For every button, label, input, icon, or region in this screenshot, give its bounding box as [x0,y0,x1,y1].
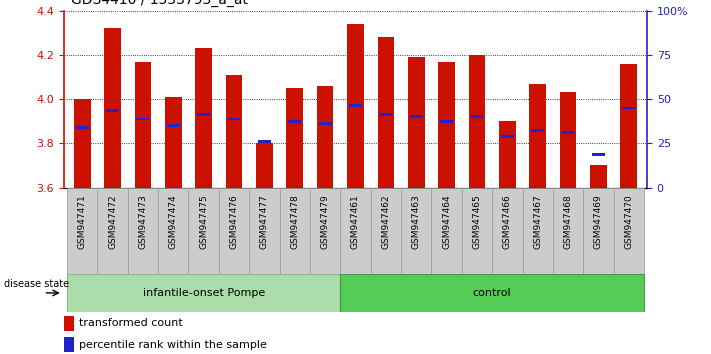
Text: disease state: disease state [4,279,69,289]
Text: GSM947462: GSM947462 [381,195,390,249]
Bar [438,62,455,188]
Text: GSM947473: GSM947473 [139,195,147,249]
Bar [289,120,301,123]
Bar [341,188,370,274]
Bar [228,118,240,120]
Bar [250,188,279,274]
Bar [562,131,574,134]
Text: GSM947468: GSM947468 [564,195,572,249]
Bar [531,129,544,132]
Bar [137,118,149,120]
Bar [310,188,341,274]
Bar [622,107,635,109]
Bar [523,188,553,274]
Text: GSM947465: GSM947465 [473,195,481,249]
Text: GDS4410 / 1553793_a_at: GDS4410 / 1553793_a_at [71,0,248,7]
Text: GSM947464: GSM947464 [442,195,451,249]
Bar [553,188,583,274]
Text: GSM947476: GSM947476 [230,195,238,249]
Text: transformed count: transformed count [78,318,182,329]
Bar [317,86,333,188]
Text: GSM947474: GSM947474 [169,195,178,249]
Bar [67,188,97,274]
Text: control: control [473,288,511,298]
Bar [614,188,644,274]
Bar [590,166,606,188]
Bar [258,140,271,143]
Bar [378,37,394,188]
Bar [67,274,341,312]
Bar [501,135,514,138]
Bar [349,104,362,107]
Bar [158,188,188,274]
Bar [440,120,453,123]
Bar [167,124,180,127]
Bar [106,109,119,112]
Bar [134,62,151,188]
Text: GSM947470: GSM947470 [624,195,634,249]
Text: GSM947467: GSM947467 [533,195,542,249]
Bar [592,153,605,156]
Bar [256,143,273,188]
Text: GSM947461: GSM947461 [351,195,360,249]
Bar [128,188,158,274]
Bar [469,55,486,188]
Text: GSM947472: GSM947472 [108,195,117,249]
Bar [97,188,128,274]
Bar [471,115,483,118]
Bar [432,188,461,274]
Bar [105,28,121,188]
Bar [380,113,392,116]
Text: GSM947469: GSM947469 [594,195,603,249]
Text: GSM947479: GSM947479 [321,195,330,249]
Text: GSM947463: GSM947463 [412,195,421,249]
Bar [64,337,75,352]
Bar [410,115,422,118]
Bar [76,126,89,129]
Text: GSM947466: GSM947466 [503,195,512,249]
Bar [583,188,614,274]
Bar [225,75,242,188]
Text: infantile-onset Pompe: infantile-onset Pompe [142,288,264,298]
Bar [408,57,424,188]
Bar [461,188,492,274]
Bar [621,64,637,188]
Bar [196,48,212,188]
Bar [74,99,90,188]
Bar [560,92,577,188]
Bar [188,188,219,274]
Bar [347,24,364,188]
Bar [492,188,523,274]
Bar [370,188,401,274]
Bar [530,84,546,188]
Bar [197,113,210,116]
Bar [319,122,331,125]
Bar [287,88,303,188]
Bar [64,316,75,331]
Bar [341,274,644,312]
Bar [279,188,310,274]
Text: GSM947471: GSM947471 [77,195,87,249]
Bar [219,188,250,274]
Text: percentile rank within the sample: percentile rank within the sample [78,339,267,350]
Bar [401,188,432,274]
Text: GSM947478: GSM947478 [290,195,299,249]
Bar [499,121,515,188]
Text: GSM947477: GSM947477 [260,195,269,249]
Text: GSM947475: GSM947475 [199,195,208,249]
Bar [165,97,181,188]
